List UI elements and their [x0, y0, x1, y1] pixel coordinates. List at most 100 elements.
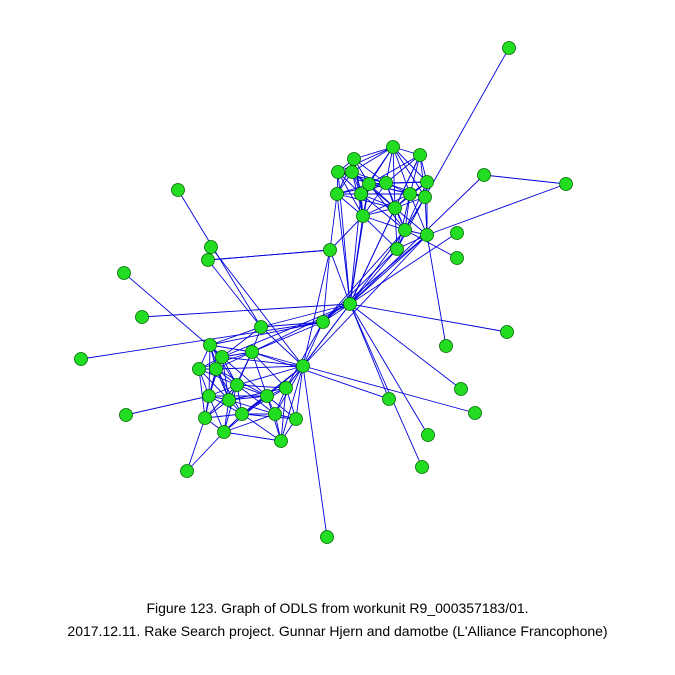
graph-edge	[385, 154, 421, 184]
graph-edge	[221, 356, 304, 367]
graph-node	[254, 320, 268, 334]
graph-node	[215, 350, 229, 364]
graph-edge	[228, 399, 276, 415]
graph-edge	[251, 351, 268, 397]
figure-caption-line-1: Figure 123. Graph of ODLS from workunit …	[146, 600, 529, 616]
graph-edge	[349, 234, 428, 305]
graph-edge	[322, 234, 428, 323]
graph-edge	[396, 196, 426, 250]
graph-edge	[368, 154, 421, 185]
graph-node	[204, 240, 218, 254]
graph-node	[415, 460, 429, 474]
graph-edge	[251, 321, 324, 353]
graph-edge	[362, 215, 398, 250]
graph-node	[202, 389, 216, 403]
graph-edge	[424, 47, 510, 198]
graph-node	[230, 378, 244, 392]
graph-edge	[483, 174, 567, 185]
graph-node	[268, 407, 282, 421]
graph-edge	[426, 234, 447, 347]
graph-edge	[285, 321, 324, 389]
graph-edge	[80, 321, 324, 360]
graph-edge	[336, 193, 351, 305]
graph-edge	[215, 368, 243, 415]
graph-edge	[215, 365, 304, 370]
graph-node	[386, 140, 400, 154]
graph-nodes	[74, 41, 573, 544]
graph-edge	[280, 365, 304, 442]
graph-edge	[426, 183, 567, 236]
graph-edge	[349, 303, 423, 468]
graph-edge	[302, 234, 428, 367]
graph-edge	[368, 183, 406, 231]
figure-caption-line-2: 2017.12.11. Rake Search project. Gunnar …	[67, 623, 608, 639]
graph-edge	[404, 181, 428, 231]
graph-edge	[251, 351, 304, 367]
graph-edge	[329, 215, 364, 251]
graph-edge	[210, 246, 304, 367]
graph-edge	[349, 154, 421, 305]
graph-node	[382, 392, 396, 406]
graph-edge	[349, 303, 508, 333]
graph-node	[343, 297, 357, 311]
graph-edge	[125, 395, 210, 416]
graph-node	[320, 530, 334, 544]
graph-node	[279, 381, 293, 395]
graph-node	[171, 183, 185, 197]
graph-node	[413, 148, 427, 162]
graph-node	[198, 411, 212, 425]
graph-edge	[207, 249, 331, 261]
graph-edge	[251, 303, 351, 353]
graph-edge	[209, 344, 253, 353]
graph-node	[420, 175, 434, 189]
graph-node	[203, 338, 217, 352]
graph-edge	[223, 384, 238, 433]
graph-edge	[251, 351, 287, 389]
graph-edge	[392, 146, 396, 209]
graph-node	[296, 359, 310, 373]
graph-edge	[349, 232, 458, 305]
graph-node	[192, 362, 206, 376]
graph-edge	[223, 431, 282, 442]
graph-edge	[221, 326, 262, 358]
graph-node	[316, 315, 330, 329]
graph-edge	[295, 365, 304, 420]
graph-node	[502, 41, 516, 55]
graph-node	[354, 187, 368, 201]
graph-edge	[186, 431, 225, 472]
graph-edge	[209, 321, 324, 346]
graph-edge	[228, 387, 287, 401]
graph-edge	[419, 154, 426, 198]
graph-edge	[260, 303, 351, 328]
graph-node	[209, 362, 223, 376]
graph-node	[135, 310, 149, 324]
graph-edge	[221, 303, 351, 358]
graph-node	[245, 345, 259, 359]
graph-edge	[223, 413, 276, 433]
graph-node	[379, 176, 393, 190]
graph-node	[403, 187, 417, 201]
graph-edge	[198, 368, 206, 419]
graph-node	[362, 177, 376, 191]
graph-edge	[392, 146, 428, 183]
graph-edge	[349, 248, 398, 305]
graph-edge	[322, 249, 331, 323]
graph-node	[454, 382, 468, 396]
graph-edge	[302, 321, 324, 367]
graph-edge	[236, 365, 304, 386]
graph-node	[330, 187, 344, 201]
graph-edge	[349, 303, 390, 400]
graph-edge	[409, 193, 428, 236]
graph-node	[468, 406, 482, 420]
graph-node	[180, 464, 194, 478]
graph-node	[398, 223, 412, 237]
graph-node	[421, 428, 435, 442]
graph-node	[331, 165, 345, 179]
graph-edge	[360, 193, 406, 231]
graph-edge	[394, 207, 428, 236]
graph-node	[201, 253, 215, 267]
graph-edge	[302, 365, 476, 414]
graph-node	[559, 177, 573, 191]
graph-edge	[186, 417, 206, 472]
graph-node	[500, 325, 514, 339]
